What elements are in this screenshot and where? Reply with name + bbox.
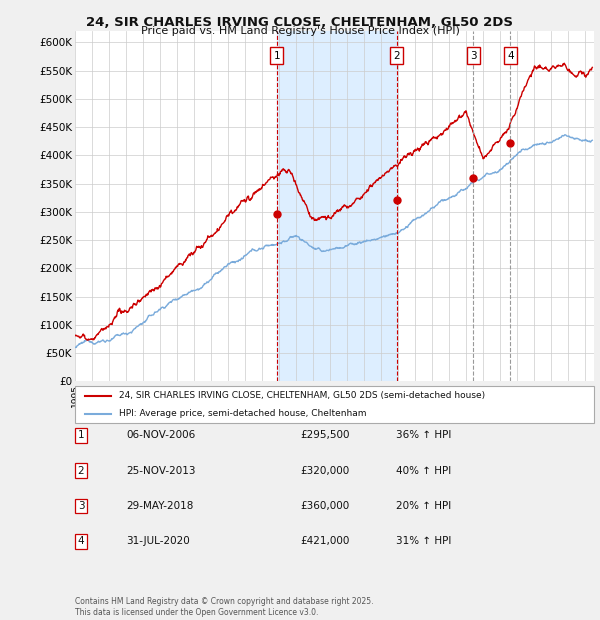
Text: HPI: Average price, semi-detached house, Cheltenham: HPI: Average price, semi-detached house,… <box>119 409 367 418</box>
Text: 24, SIR CHARLES IRVING CLOSE, CHELTENHAM, GL50 2DS: 24, SIR CHARLES IRVING CLOSE, CHELTENHAM… <box>86 16 514 29</box>
Text: £295,500: £295,500 <box>300 430 349 440</box>
Text: 24, SIR CHARLES IRVING CLOSE, CHELTENHAM, GL50 2DS (semi-detached house): 24, SIR CHARLES IRVING CLOSE, CHELTENHAM… <box>119 391 485 400</box>
Text: 20% ↑ HPI: 20% ↑ HPI <box>396 501 451 511</box>
FancyBboxPatch shape <box>75 386 594 423</box>
Text: Contains HM Land Registry data © Crown copyright and database right 2025.
This d: Contains HM Land Registry data © Crown c… <box>75 598 373 617</box>
Text: 1: 1 <box>77 430 85 440</box>
Text: 3: 3 <box>77 501 85 511</box>
Text: £421,000: £421,000 <box>300 536 349 546</box>
Text: £320,000: £320,000 <box>300 466 349 476</box>
Text: 25-NOV-2013: 25-NOV-2013 <box>126 466 196 476</box>
Text: 1: 1 <box>274 50 280 61</box>
Text: 29-MAY-2018: 29-MAY-2018 <box>126 501 193 511</box>
Text: 2: 2 <box>393 50 400 61</box>
Text: Price paid vs. HM Land Registry's House Price Index (HPI): Price paid vs. HM Land Registry's House … <box>140 26 460 36</box>
Bar <box>277 31 397 381</box>
Text: £360,000: £360,000 <box>300 501 349 511</box>
Text: 40% ↑ HPI: 40% ↑ HPI <box>396 466 451 476</box>
Text: 4: 4 <box>77 536 85 546</box>
Text: 4: 4 <box>507 50 514 61</box>
Text: 36% ↑ HPI: 36% ↑ HPI <box>396 430 451 440</box>
Text: 31% ↑ HPI: 31% ↑ HPI <box>396 536 451 546</box>
Text: 3: 3 <box>470 50 476 61</box>
Text: 2: 2 <box>77 466 85 476</box>
Text: 06-NOV-2006: 06-NOV-2006 <box>126 430 195 440</box>
Text: 31-JUL-2020: 31-JUL-2020 <box>126 536 190 546</box>
